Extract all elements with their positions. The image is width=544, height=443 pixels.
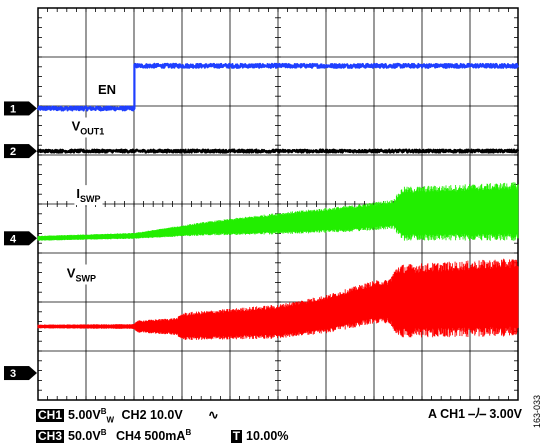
trace-en (36, 62, 519, 112)
trace-iswp (37, 209, 519, 240)
trace-label: EN (98, 82, 116, 97)
channel-marker-4 (4, 231, 29, 246)
trace-label-bg (96, 80, 119, 98)
channel-marker-arrow (29, 366, 37, 381)
channel-marker-1 (4, 101, 29, 116)
trace-label: VOUT1 (72, 119, 105, 137)
ch1-badge: CH1 (36, 408, 65, 423)
figure-id-text: 163-033 (532, 394, 542, 428)
trace-label: ISWP (76, 186, 100, 204)
trace-label-bg (74, 185, 103, 206)
ch3-bw-label: B (100, 428, 107, 437)
ch3-scale: 50.0V (68, 429, 101, 443)
channel-markers: 1 2 4 3 (4, 101, 37, 381)
channel-marker-label: 4 (10, 233, 17, 245)
settings-row-1: CH1 5.00VBW CH2 10.0V ∿ A CH1 ⎯⎠⎯ 3.00V (36, 407, 526, 425)
figure-id: 163-033 (530, 370, 544, 430)
channel-marker-3 (4, 366, 29, 381)
ch2-scale: CH2 10.0V (121, 408, 183, 423)
trace-vswp (38, 295, 519, 328)
ch1-bw-sub: W (106, 415, 115, 425)
ch4-bw-label: B (185, 428, 192, 437)
channel-marker-label: 3 (10, 368, 16, 380)
trace-labels: EN VOUT1 ISWP VSWP (64, 80, 119, 285)
ch4-scale: CH4 500mA (115, 429, 186, 443)
trigger-setting: A CH1 ⎯⎠⎯ 3.00V (428, 407, 522, 421)
channel-marker-arrow (29, 101, 37, 116)
trace-label-bg (69, 117, 107, 138)
coupling-icon: ∿ (208, 408, 219, 423)
channel-marker-label: 2 (10, 146, 16, 158)
ch1-scale: 5.00V (68, 408, 101, 423)
trace-vout1 (36, 148, 520, 154)
trace-label: VSWP (67, 266, 96, 284)
ch1-bw-label: B (100, 407, 107, 416)
traces (36, 62, 520, 341)
settings-row-2: CH3 50.0VB CH4 500mAB T 10.00% (36, 428, 526, 443)
trace-label-bg (64, 264, 98, 285)
channel-marker-2 (4, 144, 29, 159)
channel-marker-arrow (29, 144, 37, 159)
trigger-position: 10.00% (246, 429, 289, 443)
channel-marker-arrow (29, 231, 37, 246)
channel-marker-label: 1 (10, 103, 16, 115)
